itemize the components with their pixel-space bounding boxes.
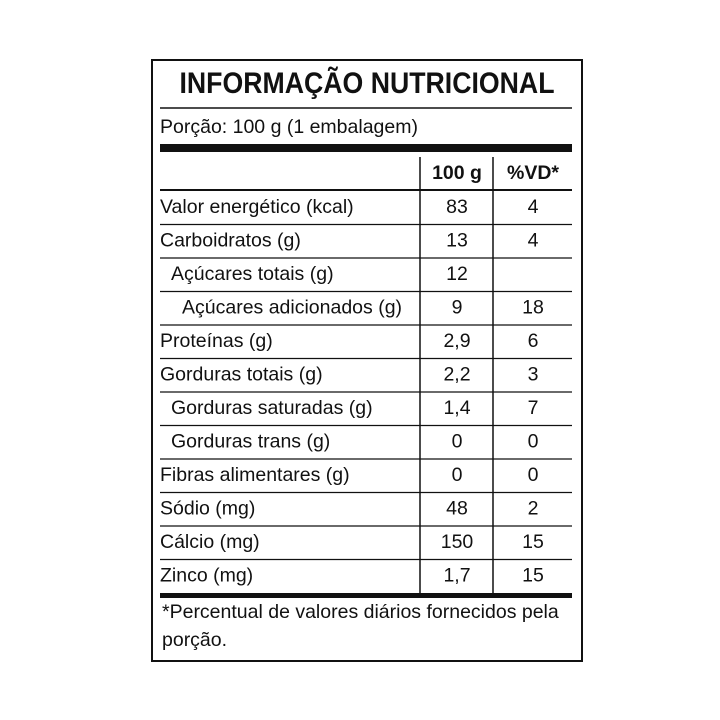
amount: 48 [446,497,468,519]
daily-value: 15 [522,531,544,553]
row-label: Zinco (mg) [160,564,253,586]
thick-rule [160,144,572,152]
daily-value: 4 [528,196,539,218]
footnote: *Percentual de valores diários fornecido… [162,601,559,651]
row-label: Fibras alimentares (g) [160,464,350,486]
daily-value: 4 [528,229,539,251]
daily-value: 0 [528,464,539,486]
daily-value: 15 [522,564,544,586]
column-header: %VD* [507,162,559,184]
daily-value: 18 [522,296,544,318]
amount: 9 [452,296,463,318]
thick-rule [160,593,572,598]
amount: 0 [452,430,463,452]
amount: 12 [446,263,468,285]
daily-value: 3 [528,363,539,385]
row-label: Cálcio (mg) [160,531,260,553]
daily-value: 0 [528,430,539,452]
amount: 13 [446,229,468,251]
row-label: Açúcares totais (g) [171,263,334,285]
amount: 0 [452,464,463,486]
outer-border [151,59,583,662]
amount: 83 [446,196,468,218]
row-label: Gorduras trans (g) [171,430,330,452]
portion: Porção: 100 g (1 embalagem) [160,116,418,138]
daily-value: 6 [528,330,539,352]
row-label: Carboidratos (g) [160,229,301,251]
row-label: Sódio (mg) [160,497,255,519]
row-label: Proteínas (g) [160,330,273,352]
amount: 2,2 [443,363,470,385]
daily-value: 7 [528,397,539,419]
row-label: Açúcares adicionados (g) [182,296,402,318]
amount: 1,4 [443,397,470,419]
title: INFORMAÇÃO NUTRICIONAL [180,66,555,100]
daily-value: 2 [528,497,539,519]
amount: 1,7 [443,564,470,586]
row-label: Valor energético (kcal) [160,196,354,218]
amount: 150 [441,531,474,553]
column-header: 100 g [432,162,482,184]
row-label: Gorduras totais (g) [160,363,323,385]
amount: 2,9 [443,330,470,352]
row-label: Gorduras saturadas (g) [171,397,373,419]
